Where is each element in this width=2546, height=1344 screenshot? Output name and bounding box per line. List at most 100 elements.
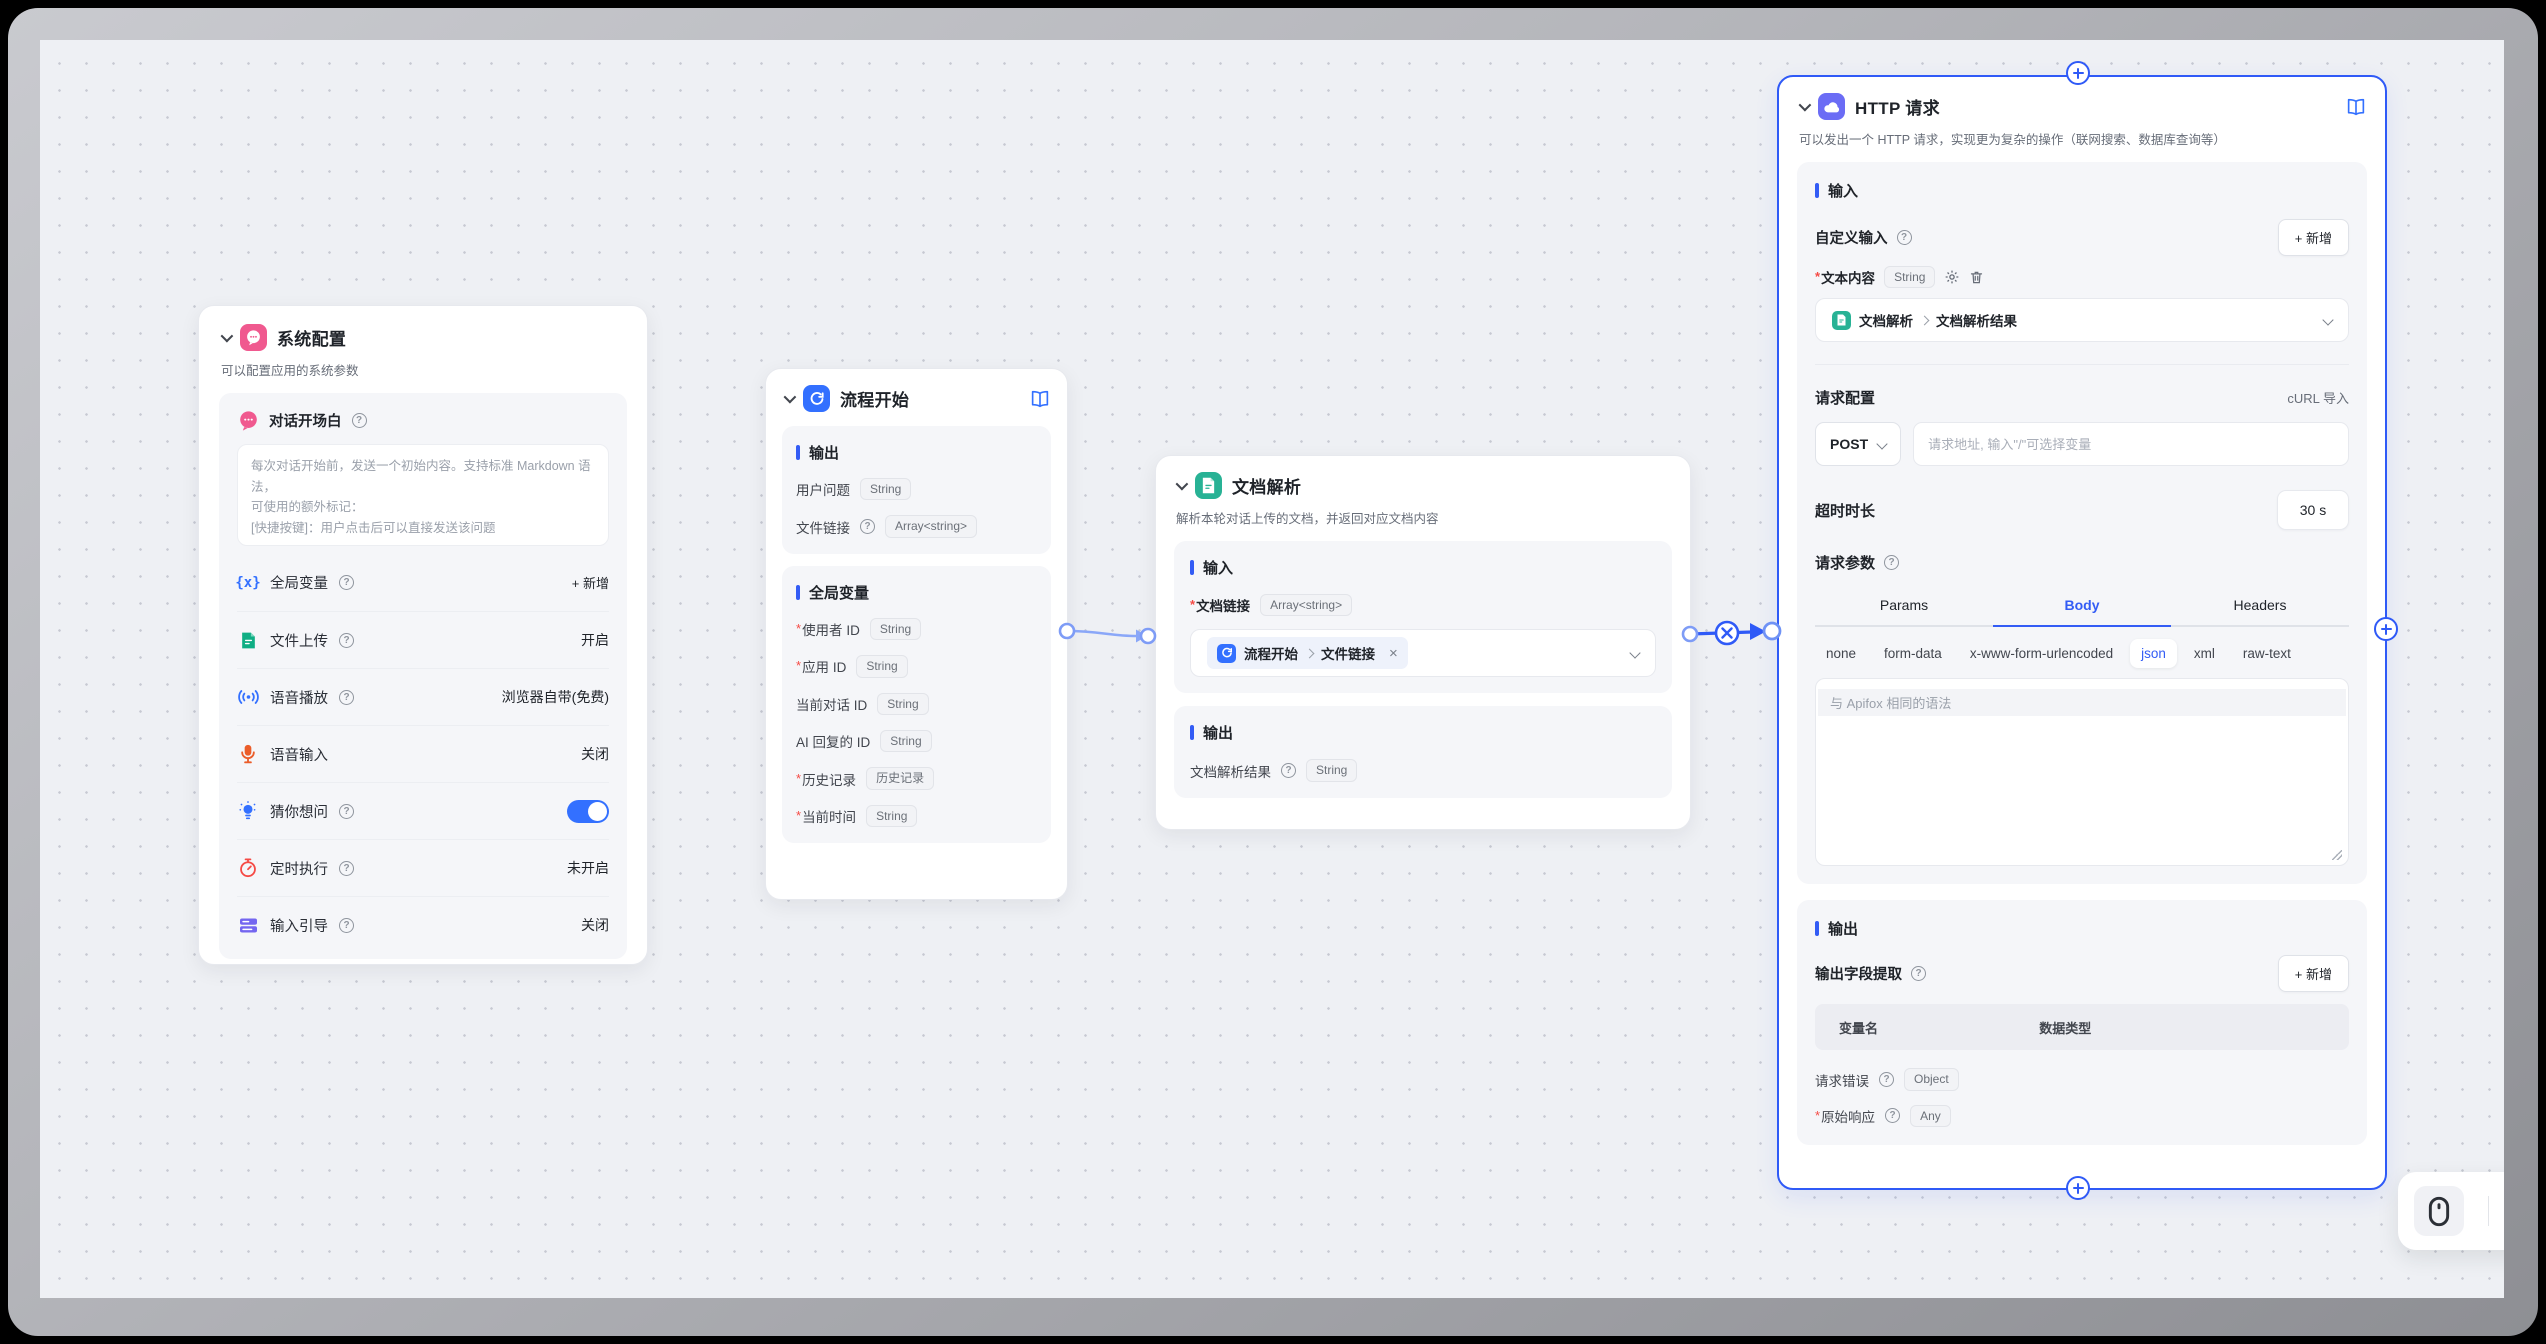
row-label: 语音输入 — [270, 747, 328, 764]
text-content-ref-select[interactable]: 文档解析 文档解析结果 — [1815, 298, 2349, 343]
http-input-section: 输入 自定义输入 ? + 新增 文本内容 String — [1797, 162, 2367, 885]
doc-parse-icon — [1195, 472, 1222, 499]
opening-placeholder-textarea[interactable]: 每次对话开始前，发送一个初始内容。支持标准 Markdown 语法， 可使用的额… — [237, 444, 609, 546]
input-guide-icon — [237, 914, 259, 936]
delete-trash-icon[interactable] — [1969, 269, 1984, 285]
section-title: 输入 — [1828, 183, 1859, 200]
collapse-icon[interactable] — [1798, 98, 1812, 112]
row-label: 文件上传 — [270, 633, 328, 650]
chevron-right-icon — [1919, 315, 1930, 326]
tab-params[interactable]: Params — [1815, 589, 1993, 628]
param-name: AI 回复的 ID — [796, 735, 871, 751]
tab-headers[interactable]: Headers — [2171, 589, 2349, 628]
node-flow-start[interactable]: 流程开始 输出 用户问题 String 文件链接 ? Array<string>… — [765, 368, 1068, 900]
row-value[interactable]: 开启 — [581, 632, 609, 648]
help-icon[interactable]: ? — [1885, 1108, 1901, 1124]
body-type-xml[interactable]: xml — [2193, 646, 2215, 662]
row-label: 全局变量 — [270, 576, 328, 592]
param-name: 用户问题 — [796, 483, 850, 499]
row-value[interactable]: 关闭 — [581, 746, 609, 762]
collapse-icon[interactable] — [1175, 477, 1189, 491]
row-scheduled-run: 定时执行 ? 未开启 — [237, 839, 609, 896]
guess-ask-toggle[interactable] — [567, 799, 609, 823]
remove-ref-icon[interactable]: × — [1389, 644, 1398, 662]
settings-gear-icon[interactable] — [1944, 269, 1960, 285]
request-config-label: 请求配置 — [1815, 390, 1876, 408]
timeout-value-box[interactable]: 30 s — [2277, 490, 2349, 531]
help-icon[interactable]: ? — [1281, 763, 1296, 779]
param-name: 当前对话 ID — [796, 697, 868, 713]
mouse-icon — [2428, 1196, 2450, 1226]
help-icon[interactable]: ? — [1884, 555, 1900, 571]
docs-book-icon[interactable] — [1029, 388, 1051, 410]
voice-play-icon — [237, 686, 259, 708]
doc-parse-output-section: 输出 文档解析结果 ? String — [1174, 706, 1672, 798]
curl-import-button[interactable]: cURL 导入 — [2287, 391, 2349, 407]
help-icon[interactable]: ? — [1879, 1072, 1894, 1088]
connector-plus-top[interactable] — [2066, 61, 2090, 85]
help-icon[interactable]: ? — [1896, 230, 1912, 245]
add-output-field-button[interactable]: + 新增 — [2277, 955, 2349, 993]
collapse-icon[interactable] — [220, 329, 234, 343]
resize-handle[interactable] — [2332, 850, 2342, 861]
extract-fields-label: 输出字段提取 — [1815, 967, 1902, 984]
doc-parse-icon — [1832, 310, 1851, 330]
body-type-form-data[interactable]: form-data — [1884, 646, 1942, 662]
interaction-mode-panel — [2398, 1172, 2504, 1250]
node-system-config[interactable]: 系统配置 可以配置应用的系统参数 对话开场白 ? 每次对话开始前，发送一个初始内… — [198, 305, 648, 965]
output-fields-table-header: 变量名 数据类型 — [1815, 1004, 2349, 1051]
row-value[interactable]: 关闭 — [581, 917, 609, 933]
node-doc-parse[interactable]: 文档解析 解析本轮对话上传的文档，并返回对应文档内容 输入 文档链接 Array… — [1155, 455, 1691, 830]
connector-plus-right[interactable] — [2374, 617, 2398, 641]
help-icon[interactable]: ? — [339, 632, 354, 648]
help-icon[interactable]: ? — [339, 803, 354, 819]
help-icon[interactable]: ? — [860, 519, 875, 535]
body-type-json[interactable]: json — [2130, 639, 2177, 669]
file-upload-icon — [237, 629, 259, 651]
flow-canvas[interactable]: 系统配置 可以配置应用的系统参数 对话开场白 ? 每次对话开始前，发送一个初始内… — [40, 40, 2504, 1298]
doc-link-ref-select[interactable]: 流程开始 文件链接 × — [1190, 629, 1656, 678]
method-value: POST — [1830, 436, 1869, 453]
mouse-mode-button[interactable] — [2414, 1186, 2464, 1236]
ref-tag[interactable]: 文档解析 文档解析结果 — [1832, 310, 2017, 330]
body-json-editor[interactable]: 与 Apifox 相同的语法 — [1815, 678, 2349, 867]
body-type-urlencoded[interactable]: x-www-form-urlencoded — [1969, 646, 2114, 662]
add-custom-input-button[interactable]: + 新增 — [2277, 219, 2349, 256]
docs-book-icon[interactable] — [2345, 96, 2367, 118]
node-title: 流程开始 — [840, 391, 910, 410]
chevron-right-icon — [1304, 648, 1315, 659]
method-select[interactable]: POST — [1815, 422, 1902, 467]
param-name: 当前时间 — [796, 806, 856, 826]
row-value[interactable]: 浏览器自带(免费) — [501, 689, 609, 705]
param-name: 文本内容 — [1815, 267, 1875, 287]
request-url-input[interactable] — [1913, 422, 2349, 467]
connector-plus-bottom[interactable] — [2066, 1176, 2090, 1200]
help-icon[interactable]: ? — [351, 412, 367, 428]
param-name: 应用 ID — [796, 656, 846, 676]
timer-icon — [237, 857, 259, 879]
body-type-raw-text[interactable]: raw-text — [2242, 646, 2291, 662]
help-icon[interactable]: ? — [339, 689, 354, 705]
param-name: 文件链接 — [796, 520, 850, 536]
help-icon[interactable]: ? — [339, 860, 354, 876]
section-title: 输出 — [809, 445, 840, 462]
system-config-body: 对话开场白 ? 每次对话开始前，发送一个初始内容。支持标准 Markdown 语… — [219, 393, 627, 959]
type-badge: 历史记录 — [866, 767, 935, 790]
collapse-icon[interactable] — [783, 390, 797, 404]
tab-body[interactable]: Body — [1993, 589, 2171, 628]
help-icon[interactable]: ? — [1911, 966, 1926, 982]
type-badge: Any — [1910, 1104, 1951, 1128]
flow-start-output-section: 输出 用户问题 String 文件链接 ? Array<string> — [782, 426, 1051, 554]
row-label: 语音播放 — [270, 690, 328, 707]
help-icon[interactable]: ? — [339, 575, 354, 590]
node-http-request[interactable]: HTTP 请求 可以发出一个 HTTP 请求，实现更为复杂的操作（联网搜索、数据… — [1777, 75, 2387, 1190]
body-type-none[interactable]: none — [1826, 646, 1857, 662]
chat-bubble-icon — [237, 409, 259, 431]
add-global-var-button[interactable]: + 新增 — [571, 576, 609, 591]
param-name: 使用者 ID — [796, 619, 860, 639]
type-badge: String — [860, 478, 912, 501]
row-value[interactable]: 未开启 — [567, 860, 609, 876]
help-icon[interactable]: ? — [339, 917, 354, 933]
ref-tag[interactable]: 流程开始 文件链接 × — [1207, 637, 1408, 670]
node-title: HTTP 请求 — [1855, 99, 1940, 118]
